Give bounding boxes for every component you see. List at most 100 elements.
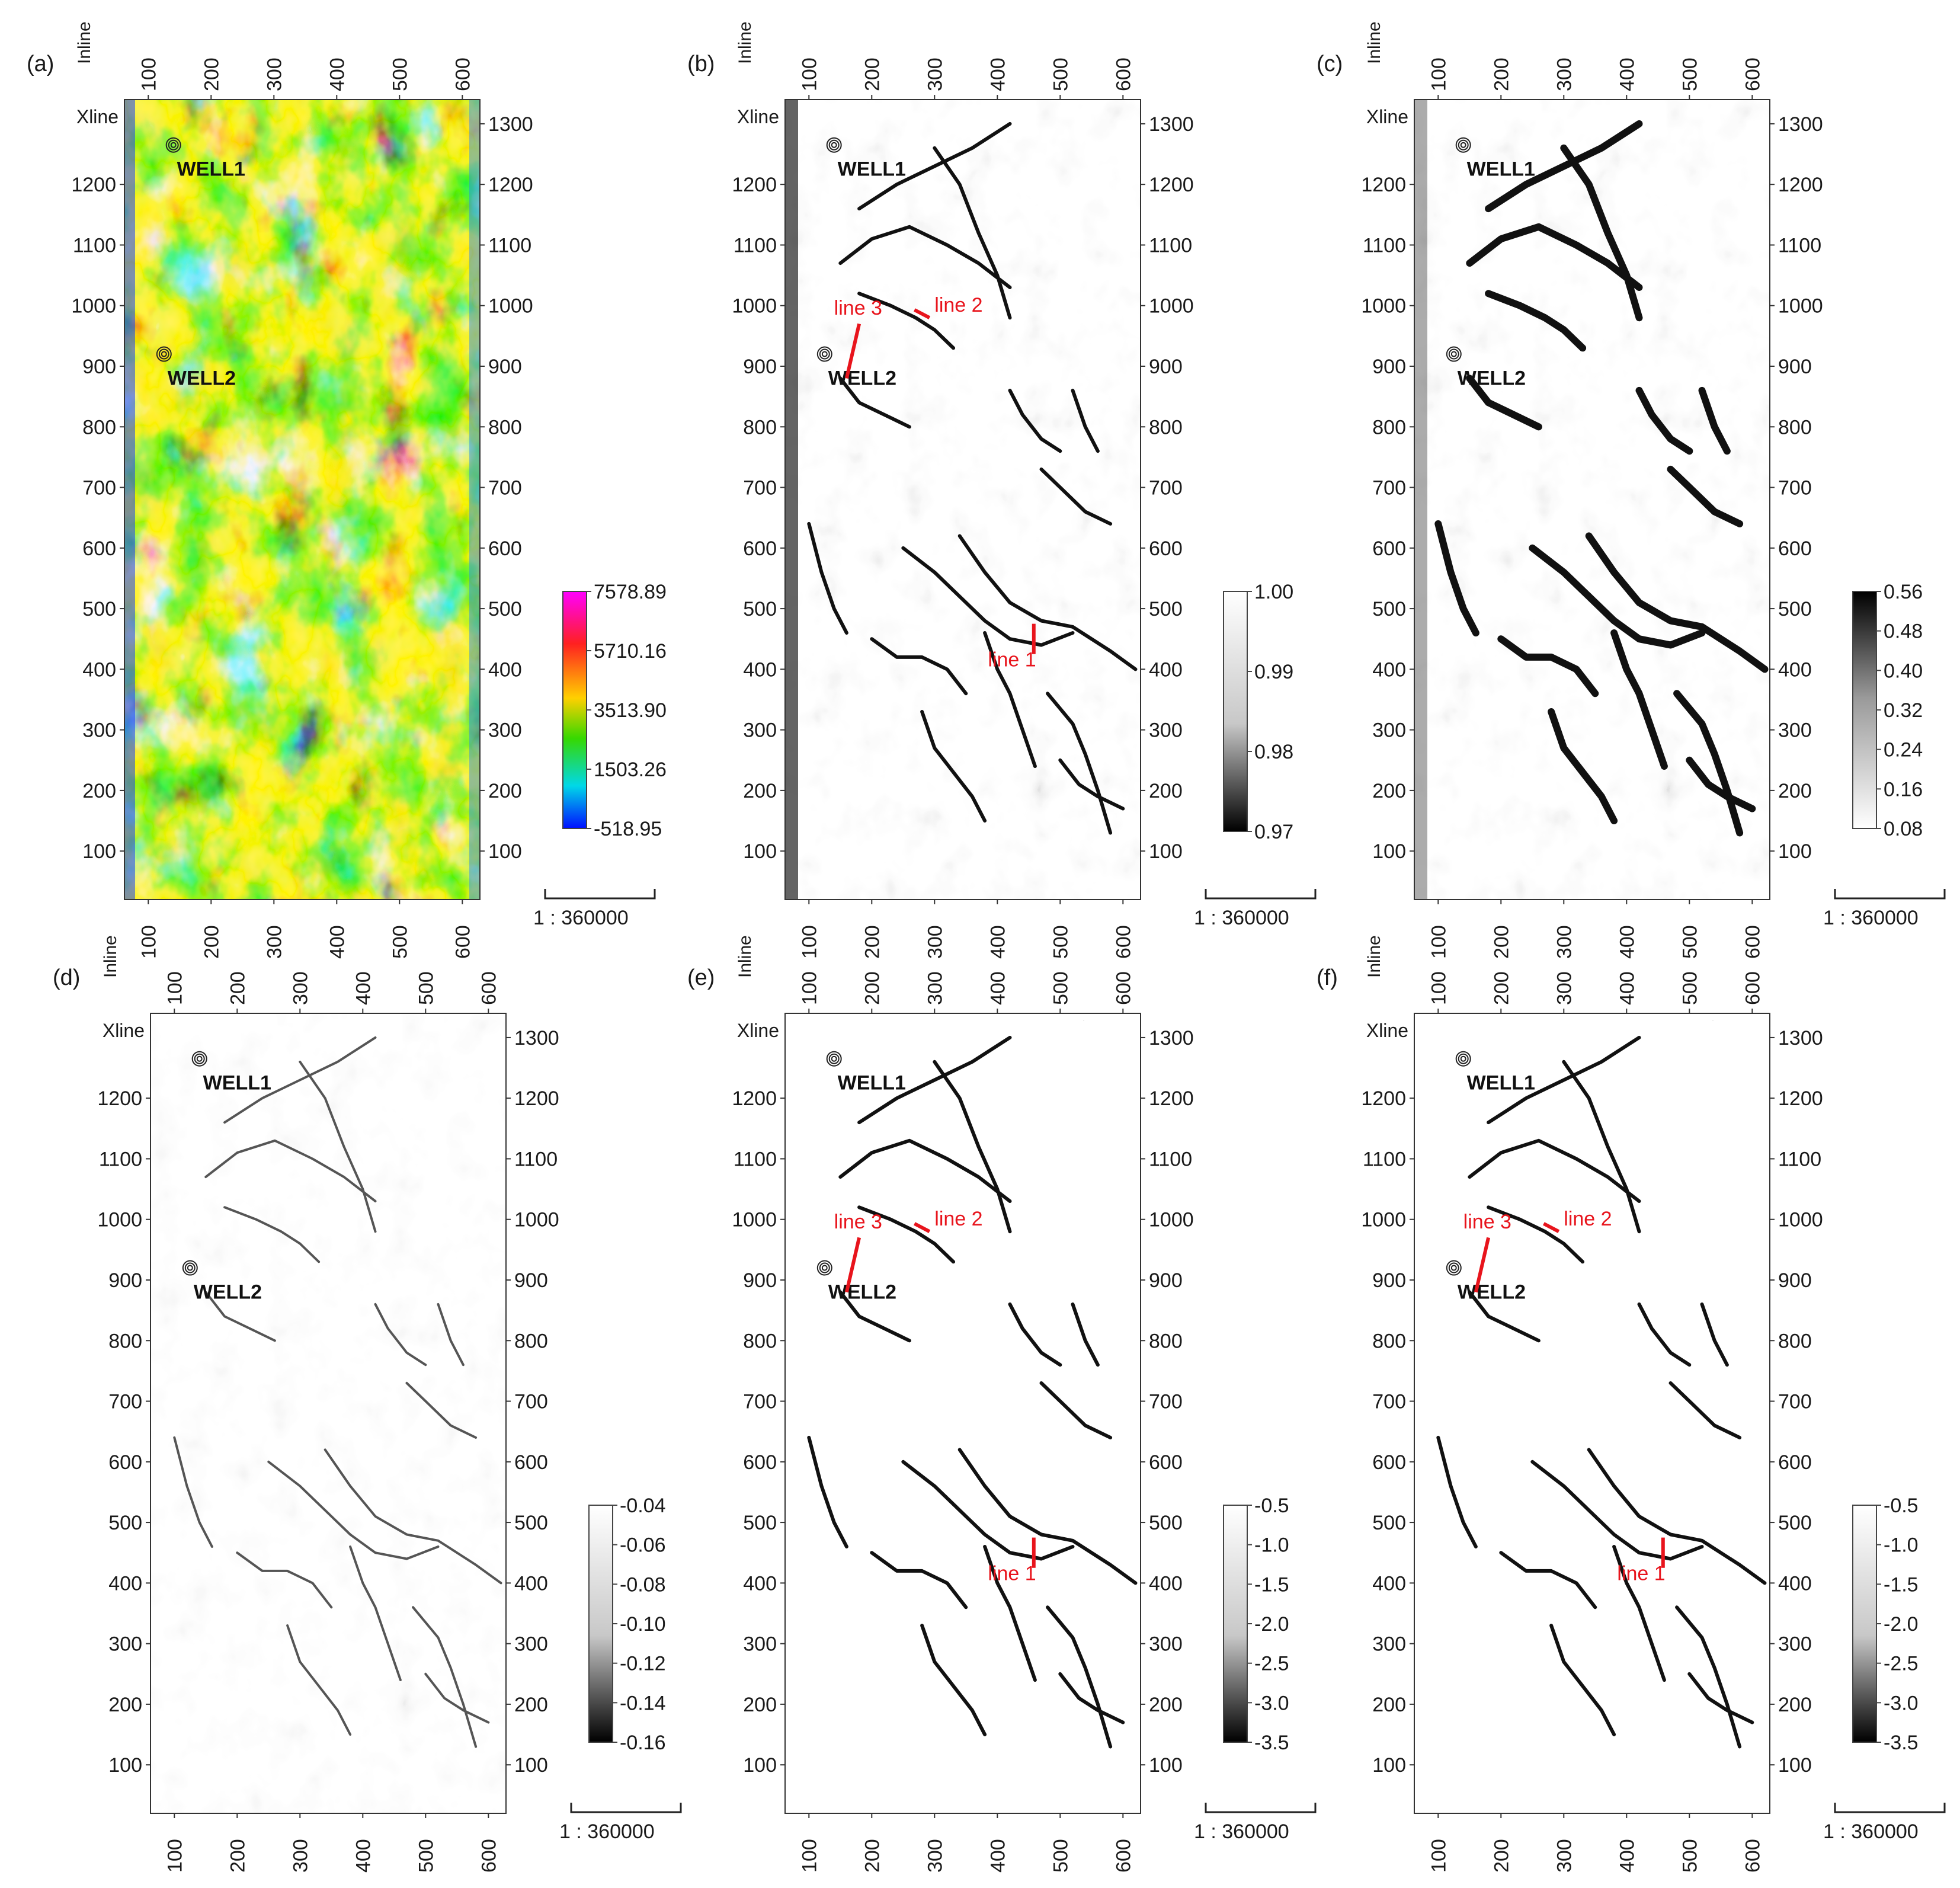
well-label: WELL2 xyxy=(1458,1281,1526,1304)
well-icon xyxy=(816,1260,832,1276)
attribute-color-map xyxy=(124,100,480,900)
channel-feature xyxy=(1008,1302,1062,1367)
right-tick-label: 600 xyxy=(1149,1451,1183,1474)
right-tick-label: 1000 xyxy=(488,295,533,318)
left-tick-label: 700 xyxy=(1372,1391,1406,1413)
left-tick-label: 1100 xyxy=(734,1148,777,1170)
top-tick-label: 100 xyxy=(1427,971,1450,1005)
well-label: WELL2 xyxy=(168,367,236,390)
channel-feature xyxy=(1548,708,1618,824)
well-marker: WELL2 xyxy=(182,1260,262,1304)
left-tick-label: 200 xyxy=(743,780,777,802)
bottom-tick-label: 400 xyxy=(352,1839,374,1873)
channel-feature xyxy=(807,1435,848,1548)
well-icon xyxy=(826,1051,842,1067)
channel-feature xyxy=(1046,692,1113,835)
left-tick-label: 400 xyxy=(1372,1572,1406,1595)
colorbar-label: -0.04 xyxy=(620,1495,666,1517)
section-line-label: line 1 xyxy=(988,648,1036,671)
channel-feature xyxy=(1497,635,1599,697)
channel-feature xyxy=(405,1381,478,1439)
left-tick-label: 500 xyxy=(743,598,777,620)
colorbar-label: -3.5 xyxy=(1884,1732,1919,1754)
top-tick-label: 400 xyxy=(987,971,1009,1005)
left-tick-label: 1100 xyxy=(1363,1148,1406,1170)
right-tick-label: 100 xyxy=(488,840,522,863)
channel-feature xyxy=(424,1672,490,1724)
right-tick-label: 200 xyxy=(1778,780,1812,802)
right-tick-label: 500 xyxy=(488,598,522,620)
bottom-tick-label: 300 xyxy=(289,1839,312,1873)
right-tick-label: 700 xyxy=(1149,477,1183,500)
bottom-tick-label: 400 xyxy=(987,925,1009,959)
right-tick-label: 200 xyxy=(1149,780,1183,802)
bottom-tick-label: 400 xyxy=(326,925,348,959)
colorbar-gradient xyxy=(588,1505,613,1743)
channel-feature xyxy=(1436,1435,1478,1548)
colorbar-gradient xyxy=(1223,1505,1248,1743)
top-tick-label: 100 xyxy=(798,971,821,1005)
section-line: line 2 xyxy=(1542,1208,1612,1233)
right-tick-label: 300 xyxy=(514,1633,548,1656)
channel-feature xyxy=(1487,1205,1585,1264)
well-icon xyxy=(168,139,179,151)
colorbar-gradient xyxy=(1852,591,1877,829)
right-tick-label: 400 xyxy=(488,658,522,681)
colorbar-label: -0.12 xyxy=(620,1653,666,1675)
left-tick-label: 200 xyxy=(108,1694,142,1716)
well-label: WELL2 xyxy=(828,1281,896,1304)
right-tick-label: 400 xyxy=(514,1572,548,1595)
channel-feature xyxy=(901,1460,1075,1561)
bottom-tick-label: 500 xyxy=(1049,925,1072,959)
left-tick-label: 700 xyxy=(82,477,116,500)
channel-feature xyxy=(223,1036,377,1124)
channel-feature xyxy=(1058,758,1125,811)
left-tick-label: 400 xyxy=(1372,658,1406,681)
colorbar: -0.5 -1.0 -1.5 -2.0 -2.5 -3.0 -3.5 xyxy=(1852,1495,1919,1754)
bottom-tick-label: 600 xyxy=(478,1839,500,1873)
top-tick-label: 400 xyxy=(987,57,1009,91)
well-icon xyxy=(170,142,177,148)
well-marker: WELL2 xyxy=(816,1260,896,1304)
panel: (c) Inline Xline 100 200 300 400 500 600 100 200 30… xyxy=(1317,21,1946,959)
channel-feature xyxy=(1071,1302,1100,1367)
right-tick-label: 600 xyxy=(1778,1451,1812,1474)
attribute-gray-map xyxy=(1414,1013,1770,1813)
left-tick-label: 1200 xyxy=(71,174,116,196)
left-tick-label: 900 xyxy=(1372,1269,1406,1292)
top-tick-label: 100 xyxy=(798,57,821,91)
channel-feature xyxy=(1667,465,1744,527)
channel-feature xyxy=(1549,1624,1616,1736)
colorbar: -0.5 -1.0 -1.5 -2.0 -2.5 -3.0 -3.5 xyxy=(1223,1495,1289,1754)
colorbar-label: 1.00 xyxy=(1254,581,1293,603)
bottom-tick-label: 200 xyxy=(861,1839,883,1873)
right-tick-label: 800 xyxy=(488,416,522,439)
left-tick-label: 300 xyxy=(82,719,116,742)
edge-low-values xyxy=(469,100,480,900)
well-icon xyxy=(165,137,181,153)
bottom-tick-label: 100 xyxy=(164,1839,186,1873)
top-tick-label: 200 xyxy=(861,57,883,91)
top-tick-label: 400 xyxy=(326,57,348,91)
left-tick-label: 1200 xyxy=(732,174,777,196)
channel-feature xyxy=(1487,1035,1641,1125)
xline-axis-label: Xline xyxy=(737,1020,779,1041)
top-tick-label: 100 xyxy=(1427,57,1450,91)
right-tick-label: 1100 xyxy=(488,234,531,257)
colorbar-label: 0.16 xyxy=(1884,778,1923,801)
well-marker: WELL1 xyxy=(1455,137,1535,181)
well-icon xyxy=(831,142,837,148)
right-tick-label: 300 xyxy=(1778,719,1812,742)
top-tick-label: 200 xyxy=(861,971,883,1005)
right-tick-label: 500 xyxy=(514,1512,548,1534)
section-line-label: line 1 xyxy=(1617,1562,1665,1585)
section-line-label: line 2 xyxy=(934,1208,982,1230)
right-tick-label: 300 xyxy=(1149,1633,1183,1656)
map-area xyxy=(1414,1013,1770,1814)
left-tick-label: 100 xyxy=(743,840,777,863)
colorbar-label: 5710.16 xyxy=(594,640,667,663)
map-border xyxy=(784,1013,1141,1814)
top-tick-label: 400 xyxy=(352,971,374,1005)
well-label: WELL1 xyxy=(177,158,245,181)
